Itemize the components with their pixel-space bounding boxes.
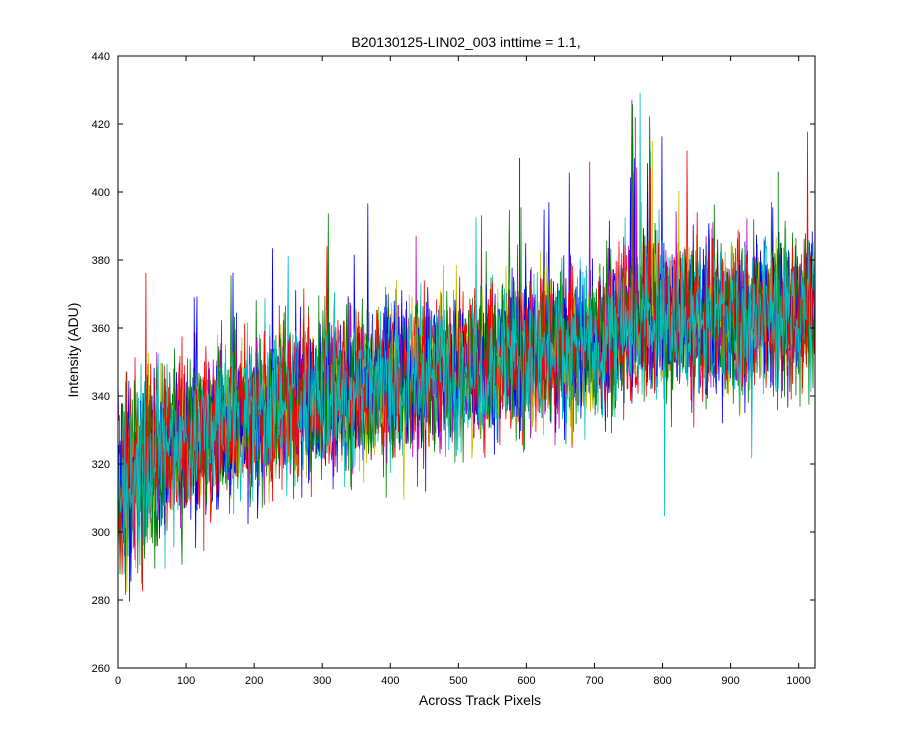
y-tick-label: 260 (92, 663, 110, 675)
series-line (118, 217, 815, 575)
y-axis-title: Intensity (ADU) (65, 303, 81, 398)
x-tick-label: 200 (245, 675, 263, 687)
x-tick-label: 400 (381, 675, 399, 687)
y-tick-label: 420 (92, 119, 110, 131)
x-tick-label: 800 (653, 675, 671, 687)
x-tick-label: 700 (585, 675, 603, 687)
y-tick-label: 340 (92, 391, 110, 403)
y-tick-label: 400 (92, 187, 110, 199)
y-tick-label: 280 (92, 595, 110, 607)
x-tick-label: 900 (721, 675, 739, 687)
x-tick-label: 100 (177, 675, 195, 687)
y-tick-label: 440 (92, 51, 110, 63)
x-tick-label: 300 (313, 675, 331, 687)
plot-frame (117, 55, 816, 669)
x-axis-title: Across Track Pixels (419, 692, 541, 708)
x-tick-label: 1000 (786, 675, 810, 687)
x-tick-label: 500 (449, 675, 467, 687)
x-tick-label: 0 (115, 675, 121, 687)
y-tick-label: 320 (92, 459, 110, 471)
chart-title: B20130125-LIN02_003 inttime = 1.1, (351, 34, 580, 50)
series-group (118, 92, 815, 602)
y-tick-label: 360 (92, 323, 110, 335)
y-tick-label: 380 (92, 255, 110, 267)
ticks-group: 0 100 200 300 400 500 600 700 800 900 1000 260 280 30… (92, 51, 815, 687)
series-line (118, 104, 815, 584)
y-tick-label: 300 (92, 527, 110, 539)
x-tick-label: 600 (517, 675, 535, 687)
